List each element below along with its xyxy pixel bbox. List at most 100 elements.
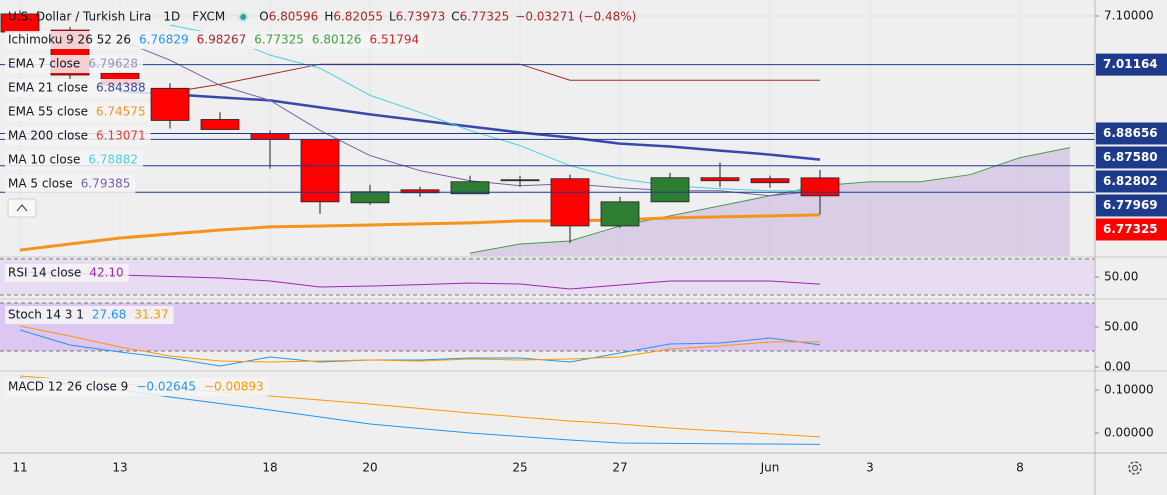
x-tick-label: 3 xyxy=(866,461,874,475)
legend-text: −0.02645 xyxy=(136,380,196,394)
legend-text: −0.00893 xyxy=(204,380,264,394)
legend-text: EMA 7 close xyxy=(8,57,80,71)
status-dot xyxy=(238,12,249,22)
legend-text: 6.76829 xyxy=(139,33,189,47)
line xyxy=(19,329,821,367)
legend-text: 6.51794 xyxy=(370,33,420,47)
collapse-button[interactable] xyxy=(7,198,37,218)
legend-box xyxy=(5,31,425,49)
x-tick-label: 8 xyxy=(1016,461,1024,475)
legend-box xyxy=(5,127,151,145)
candle-body xyxy=(550,178,590,227)
legend-text: 27.68 xyxy=(92,308,126,322)
price-label-box xyxy=(1096,146,1167,169)
legend-row: Stoch 14 3 1 27.68 31.37 xyxy=(5,306,174,324)
candle-body xyxy=(500,179,540,182)
legend-row: MA 5 close 6.79385 xyxy=(5,175,136,193)
legend-text: FXCM xyxy=(192,10,225,24)
legend-box xyxy=(5,151,143,169)
candle-body xyxy=(800,177,840,197)
line xyxy=(19,213,821,252)
legend-text: 6.98267 xyxy=(197,33,247,47)
rsi-pane xyxy=(0,258,1095,296)
legend-text: 6.79628 xyxy=(88,57,138,71)
legend-text: Ichimoku 9 26 52 26 xyxy=(8,33,131,47)
band-fill xyxy=(0,303,1095,351)
legend-text: 42.10 xyxy=(89,266,123,280)
legend-text: MA 200 close xyxy=(8,129,88,143)
line xyxy=(19,325,821,363)
x-tick-label: 13 xyxy=(112,461,127,475)
legend-row: EMA 7 close 6.79628 xyxy=(5,55,143,73)
price-label: 6.88656 xyxy=(1103,126,1158,140)
price-label: 6.77969 xyxy=(1103,198,1158,212)
y-tick-label: 0.00000 xyxy=(1104,425,1154,439)
legend-row: MA 10 close 6.78882 xyxy=(5,151,143,169)
legend-text: 31.37 xyxy=(134,308,168,322)
legend-text: 6.79385 xyxy=(81,177,131,191)
legend-row: MACD 12 26 close 9 −0.02645 −0.00893 xyxy=(5,378,269,396)
candle-body xyxy=(600,201,640,227)
legend-text: 6.80126 xyxy=(312,33,362,47)
legend-text: 6.13071 xyxy=(96,129,146,143)
price-label: 6.77325 xyxy=(1103,222,1158,236)
legend-text: −0.03271 (−0.48%) xyxy=(515,10,636,24)
legend-text: O xyxy=(259,10,268,24)
x-tick-label: 20 xyxy=(362,461,377,475)
candle-body xyxy=(300,139,340,203)
legend-text: C xyxy=(451,10,459,24)
legend-text: MA 5 close xyxy=(8,177,73,191)
legend-box xyxy=(5,103,151,121)
price-label-box xyxy=(1096,218,1167,241)
legend-row: RSI 14 close 42.10 xyxy=(5,264,129,282)
legend-text: RSI 14 close xyxy=(8,266,81,280)
legend-text: EMA 21 close xyxy=(8,81,88,95)
y-tick-label: 50.00 xyxy=(1104,320,1138,334)
legend-text: 6.77325 xyxy=(254,33,304,47)
legend-row: EMA 55 close 6.74575 xyxy=(5,103,151,121)
settings-icon[interactable] xyxy=(1128,461,1142,475)
legend-row: Ichimoku 9 26 52 26 6.76829 6.98267 6.77325… xyxy=(5,31,425,49)
legend-text: 6.78882 xyxy=(88,153,138,167)
candle-body xyxy=(450,181,490,195)
legend-text: EMA 55 close xyxy=(8,105,88,119)
line xyxy=(119,90,821,161)
price-label-box xyxy=(1096,170,1167,193)
x-tick-label: 18 xyxy=(262,461,277,475)
candle-body xyxy=(650,177,690,203)
x-tick-label: 25 xyxy=(512,461,527,475)
legend-box xyxy=(5,306,174,324)
legend-text: 6.82055 xyxy=(333,10,383,24)
y-tick-label: 0.10000 xyxy=(1104,383,1154,397)
legend-box xyxy=(5,264,129,282)
legend-row: EMA 21 close 6.84388 xyxy=(5,79,151,97)
legend-text: 6.73973 xyxy=(396,10,446,24)
candle-body xyxy=(200,119,240,130)
line xyxy=(169,24,820,192)
legend-text: 1D xyxy=(163,10,180,24)
legend-box xyxy=(5,79,151,97)
line xyxy=(19,271,821,290)
legend-text: H xyxy=(324,10,333,24)
price-label: 7.01164 xyxy=(1103,57,1158,71)
overlay: 7.10000 11 13 18 20 25 27 Jun 3 8 7.01164 6.88656 6.… xyxy=(5,8,1167,475)
candle-body xyxy=(350,191,390,204)
stoch-pane xyxy=(0,302,1095,367)
legend-text: 6.77325 xyxy=(460,10,510,24)
legend-text: L xyxy=(389,10,396,24)
band-fill xyxy=(0,258,1095,296)
legend-box xyxy=(5,378,269,396)
legend-row: U.S. Dollar / Turkish Lira 1D FXCM O 6.80596… xyxy=(8,10,636,24)
legend-text: MA 10 close xyxy=(8,153,80,167)
y-tick-label: 7.10000 xyxy=(1104,8,1154,22)
legend-text: 6.74575 xyxy=(96,105,146,119)
price-label: 6.82802 xyxy=(1103,174,1158,188)
x-tick-label: 27 xyxy=(612,461,627,475)
legend-box xyxy=(5,55,143,73)
legend-text: MACD 12 26 close 9 xyxy=(8,380,128,394)
candle-body xyxy=(250,133,290,140)
legend-text: 6.84388 xyxy=(96,81,146,95)
